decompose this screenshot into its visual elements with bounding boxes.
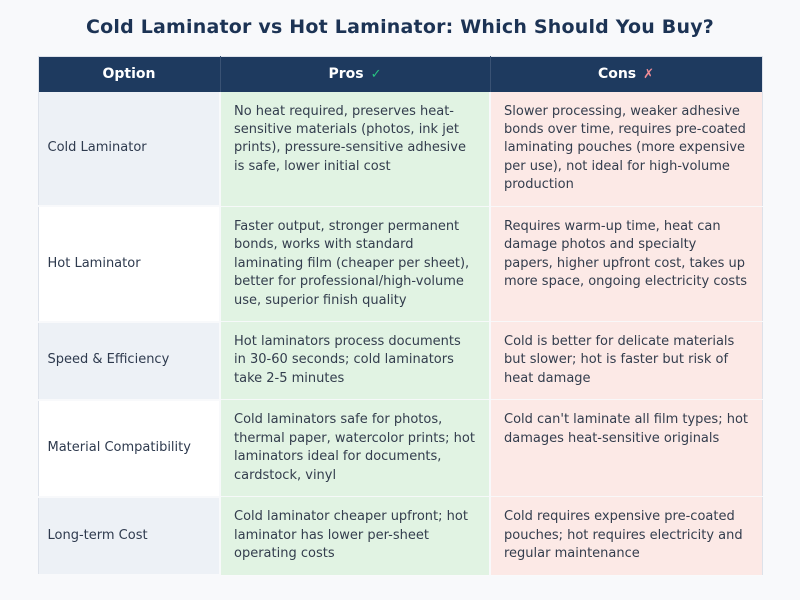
cons-cell: Requires warm-up time, heat can damage p… xyxy=(489,206,762,323)
pros-header-label: Pros xyxy=(328,66,364,83)
cons-cell: Cold requires expensive pre-coated pouch… xyxy=(489,496,762,576)
column-header-pros: Pros ✓ xyxy=(219,56,490,92)
option-cell: Material Compatibility xyxy=(38,399,220,498)
check-icon: ✓ xyxy=(370,67,382,83)
table-row: Speed & Efficiency Hot laminators proces… xyxy=(38,321,762,401)
table-row: Hot Laminator Faster output, stronger pe… xyxy=(38,206,762,323)
pros-cell: Cold laminator cheaper upfront; hot lami… xyxy=(219,496,490,576)
table-row: Cold Laminator No heat required, preserv… xyxy=(38,91,762,208)
option-cell: Speed & Efficiency xyxy=(38,321,220,401)
table-row: Material Compatibility Cold laminators s… xyxy=(38,399,762,498)
cons-cell: Slower processing, weaker adhesive bonds… xyxy=(489,91,762,207)
option-cell: Hot Laminator xyxy=(38,206,220,323)
option-header-label: Option xyxy=(102,66,156,83)
option-cell: Cold Laminator xyxy=(38,91,220,208)
pros-cell: No heat required, preserves heat-sensiti… xyxy=(219,91,490,207)
cons-cell: Cold is better for delicate materials bu… xyxy=(489,321,762,401)
column-header-option: Option xyxy=(38,56,220,92)
page-title: Cold Laminator vs Hot Laminator: Which S… xyxy=(85,16,715,38)
x-icon: ✗ xyxy=(643,67,655,83)
cons-cell: Cold can't laminate all film types; hot … xyxy=(489,399,762,498)
pros-cell: Cold laminators safe for photos, thermal… xyxy=(219,399,490,498)
option-cell: Long-term Cost xyxy=(38,496,220,577)
pros-cell: Faster output, stronger permanent bonds,… xyxy=(219,206,490,323)
comparison-table: Option Pros ✓ Cons ✗ Cold Laminator No hea… xyxy=(37,56,763,577)
cons-header-label: Cons xyxy=(597,66,637,83)
table-header-row: Option Pros ✓ Cons ✗ xyxy=(38,56,762,92)
table-row: Long-term Cost Cold laminator cheaper up… xyxy=(38,496,762,577)
column-header-cons: Cons ✗ xyxy=(489,56,762,92)
pros-cell: Hot laminators process documents in 30-6… xyxy=(219,321,490,401)
